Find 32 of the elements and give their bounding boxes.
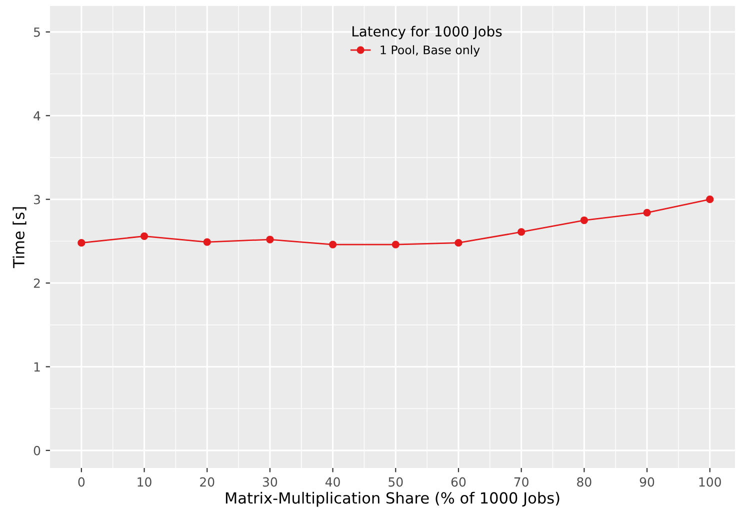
point — [392, 240, 400, 248]
legend-label: 1 Pool, Base only — [380, 45, 480, 57]
x-tick-label: 10 — [138, 477, 152, 487]
point — [78, 239, 86, 247]
x-tick-label: 60 — [451, 477, 466, 487]
y-tick-label: 4 — [34, 111, 40, 120]
x-tick-label: 70 — [514, 477, 528, 487]
x-tick-label: 20 — [200, 477, 214, 487]
point — [580, 216, 588, 224]
point — [140, 232, 148, 240]
y-tick-label: 2 — [34, 278, 40, 288]
x-tick-label: 90 — [640, 477, 654, 487]
point — [454, 239, 462, 247]
point — [643, 208, 651, 217]
y-tick-label: 1 — [34, 362, 40, 372]
point — [266, 236, 274, 244]
x-tick-label: 80 — [577, 477, 592, 487]
point — [706, 196, 714, 204]
point — [203, 238, 211, 246]
x-tick-label: 30 — [262, 477, 278, 487]
x-axis-title: Matrix-Multiplication Share (% of 1000 Jobs) — [226, 492, 560, 507]
legend-title: Latency for 1000 Jobs — [352, 26, 502, 40]
x-tick-label: 0 — [78, 477, 85, 487]
point — [328, 240, 337, 248]
y-tick-label: 0 — [34, 446, 40, 456]
x-tick-label: 50 — [388, 477, 403, 487]
x-tick-label: 40 — [325, 477, 340, 487]
x-tick-label: 100 — [699, 477, 721, 487]
y-axis-title: Time [s] — [12, 207, 26, 268]
point — [518, 228, 526, 236]
y-tick-label: 3 — [34, 194, 40, 204]
y-tick-label: 5 — [34, 28, 40, 37]
